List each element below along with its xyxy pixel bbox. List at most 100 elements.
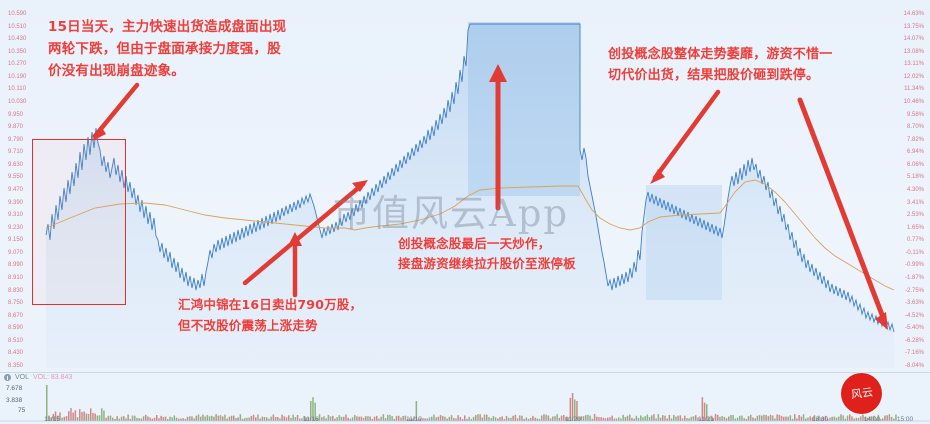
volume-bar (422, 418, 424, 421)
percent-tick-24: -4.52% (904, 312, 924, 319)
volume-bars-svg (0, 385, 930, 422)
volume-bar (833, 416, 836, 421)
volume-bar (296, 415, 299, 421)
volume-bar (657, 414, 660, 421)
volume-bar (94, 413, 96, 421)
volume-bar (745, 418, 748, 421)
price-tick-16: 9.310 (8, 212, 24, 219)
volume-bar (508, 417, 510, 421)
volume-bar (556, 414, 558, 421)
volume-bar (316, 418, 319, 421)
volume-bar (604, 418, 607, 421)
selection-rectangle[interactable] (32, 139, 126, 305)
volume-bar (811, 417, 814, 421)
volume-bar (433, 414, 435, 421)
volume-bar (692, 416, 695, 421)
volume-bar (224, 414, 226, 421)
volume-bar (237, 417, 239, 421)
percent-tick-9: 8.70% (906, 124, 924, 131)
volume-chart-panel[interactable] (0, 372, 930, 424)
volume-bar (74, 410, 77, 421)
volume-bar (382, 414, 385, 421)
volume-bar (576, 401, 578, 421)
percent-tick-12: 6.06% (906, 161, 924, 168)
volume-bar (171, 417, 173, 421)
volume-bar (109, 415, 112, 421)
volume-bar (444, 416, 446, 421)
volume-tick-0: 7.678 (6, 385, 23, 392)
volume-bar (791, 418, 794, 421)
volume-bar (772, 415, 774, 421)
volume-bar (90, 408, 92, 421)
volume-bar (305, 417, 308, 421)
price-chart-panel[interactable]: 10.590 10.510 10.430 10.350 10.270 10.190 10.1… (0, 0, 930, 372)
volume-bar (156, 415, 158, 421)
volume-bar (303, 416, 305, 421)
percent-tick-5: 12.02% (903, 73, 924, 80)
volume-bar (860, 416, 862, 421)
volume-bar (145, 414, 147, 421)
annotation-arrow-5 (650, 89, 721, 184)
volume-bar (470, 418, 473, 421)
volume-bar (378, 418, 380, 421)
volume-bar (195, 415, 198, 421)
volume-bar (285, 417, 288, 421)
volume-bar (272, 414, 275, 421)
volume-bar (739, 415, 741, 421)
volume-bar (774, 418, 776, 421)
volume-bar (57, 415, 59, 421)
volume-bar (101, 408, 103, 421)
percent-tick-13: 5.18% (906, 174, 924, 181)
volume-bar (615, 418, 618, 421)
info-icon[interactable] (4, 374, 11, 381)
volume-bar (732, 415, 734, 421)
volume-bar (213, 416, 215, 421)
volume-bar (72, 412, 74, 421)
volume-bar (816, 417, 818, 421)
volume-bar (140, 418, 143, 421)
volume-bar (549, 418, 552, 421)
volume-bar (677, 415, 679, 421)
volume-bar (367, 416, 369, 421)
volume-bar (87, 413, 90, 421)
volume-bar (160, 415, 162, 421)
volume-bar (668, 415, 671, 421)
volume-bar (54, 411, 57, 421)
volume-bar (417, 418, 420, 421)
volume-indicator-header[interactable]: VOL VOL: 83.843 (4, 374, 72, 381)
volume-bar (754, 418, 756, 421)
volume-bar (505, 415, 508, 421)
volume-bar (48, 415, 50, 421)
volume-bar (457, 415, 459, 421)
percent-tick-1: 13.75% (903, 23, 924, 30)
volume-bar (644, 416, 646, 421)
volume-bar (259, 418, 261, 421)
volume-bar (400, 417, 402, 421)
volume-bar (543, 414, 545, 421)
percent-tick-10: 7.82% (906, 136, 924, 143)
volume-bar (446, 418, 448, 421)
volume-bar (743, 418, 745, 421)
volume-bar (206, 415, 209, 421)
volume-bar (250, 416, 253, 421)
price-tick-11: 9.710 (8, 149, 24, 156)
volume-bar (534, 417, 536, 421)
volume-bar (450, 415, 453, 421)
volume-bar (631, 417, 633, 421)
volume-indicator-label: VOL (15, 374, 30, 381)
volume-bar (226, 418, 228, 421)
volume-bar (277, 417, 279, 421)
volume-bar (890, 416, 893, 421)
volume-bar (380, 416, 382, 421)
volume-bar (842, 415, 844, 421)
volume-bar (246, 417, 248, 421)
annotation-arrow-4 (489, 64, 507, 211)
volume-bar (840, 414, 842, 421)
volume-bar (864, 416, 866, 421)
volume-bar (494, 417, 497, 421)
volume-bar (345, 414, 347, 421)
volume-bar (241, 418, 244, 421)
volume-bar (855, 417, 858, 421)
volume-bar (158, 418, 160, 421)
volume-bar (413, 416, 415, 421)
